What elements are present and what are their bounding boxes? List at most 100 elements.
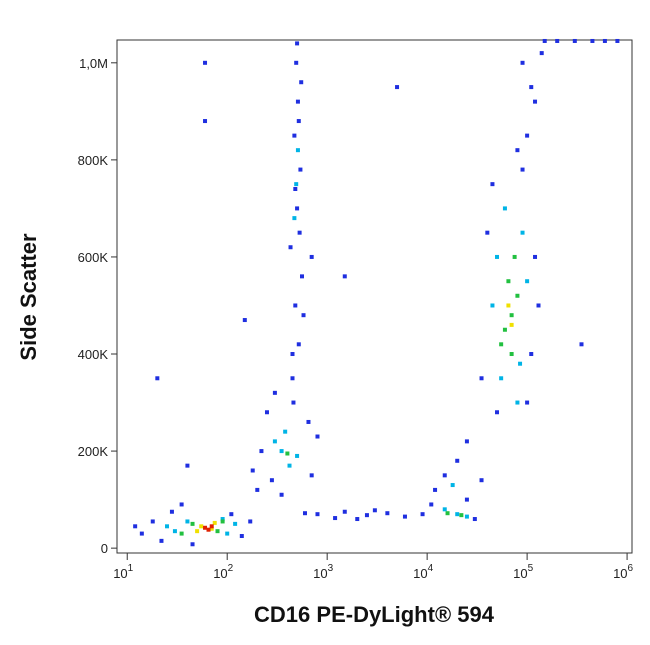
x-tick-label: 103: [313, 563, 333, 581]
point: [533, 254, 538, 259]
x-tick-label: 101: [113, 563, 133, 581]
point: [333, 516, 338, 521]
point: [291, 400, 296, 405]
point: [150, 519, 155, 524]
y-tick-label: 800K: [78, 153, 109, 168]
point: [255, 487, 260, 492]
point: [433, 487, 438, 492]
point: [464, 497, 469, 502]
point: [206, 527, 211, 532]
y-axis-title: Side Scatter: [16, 233, 41, 361]
point: [190, 521, 195, 526]
point: [301, 313, 306, 318]
y-tick-label: 200K: [78, 444, 109, 459]
point: [295, 453, 300, 458]
point: [520, 167, 525, 172]
point: [525, 400, 530, 405]
point: [295, 148, 300, 153]
point: [615, 38, 620, 43]
x-tick-base: 10: [413, 566, 427, 581]
point: [472, 517, 477, 522]
point: [515, 148, 520, 153]
point: [464, 514, 469, 519]
point: [395, 85, 400, 90]
point: [220, 519, 225, 524]
point: [239, 534, 244, 539]
point: [509, 322, 514, 327]
point: [490, 182, 495, 187]
x-tick-exponent: 2: [228, 563, 234, 574]
point: [315, 512, 320, 517]
point: [203, 60, 208, 65]
point: [172, 529, 177, 534]
point: [179, 502, 184, 507]
y-tick-label: 600K: [78, 250, 109, 265]
point: [203, 119, 208, 124]
point: [536, 303, 541, 308]
point: [287, 463, 292, 468]
point: [242, 318, 247, 323]
point: [220, 517, 225, 522]
point: [165, 524, 170, 529]
point: [299, 80, 304, 85]
point: [529, 85, 534, 90]
point: [290, 376, 295, 381]
point: [306, 419, 311, 424]
point: [506, 303, 511, 308]
x-tick-exponent: 5: [528, 563, 534, 574]
point: [199, 524, 204, 529]
point: [229, 512, 234, 517]
point: [572, 38, 577, 43]
point: [190, 542, 195, 547]
x-tick-base: 10: [313, 566, 327, 581]
point: [133, 524, 138, 529]
point: [420, 512, 425, 517]
x-tick-exponent: 3: [328, 563, 334, 574]
point: [442, 473, 447, 478]
point: [518, 361, 523, 366]
point: [502, 206, 507, 211]
point: [539, 51, 544, 56]
x-tick-base: 10: [113, 566, 127, 581]
point: [309, 254, 314, 259]
point: [155, 376, 160, 381]
point: [355, 517, 360, 522]
point: [509, 352, 514, 357]
x-axis-title: CD16 PE-DyLight® 594: [254, 602, 495, 627]
x-tick-label: 104: [413, 563, 433, 581]
point: [285, 451, 290, 456]
point: [442, 507, 447, 512]
point: [279, 492, 284, 497]
x-tick-base: 10: [513, 566, 527, 581]
point: [269, 478, 274, 483]
plot-frame: [116, 39, 633, 554]
point: [309, 473, 314, 478]
point: [512, 254, 517, 259]
y-tick-label: 0: [101, 541, 108, 556]
point: [509, 313, 514, 318]
point: [212, 520, 217, 525]
point: [159, 538, 164, 543]
point: [520, 60, 525, 65]
point: [495, 254, 500, 259]
point: [295, 41, 300, 46]
point: [185, 463, 190, 468]
point: [209, 526, 214, 531]
point: [296, 119, 301, 124]
point: [272, 439, 277, 444]
point: [298, 167, 303, 172]
x-tick-base: 10: [213, 566, 227, 581]
point: [272, 390, 277, 395]
point: [296, 342, 301, 347]
point: [495, 410, 500, 415]
x-tick-label: 102: [213, 563, 233, 581]
point: [515, 293, 520, 298]
point: [290, 352, 295, 357]
point: [342, 274, 347, 279]
point: [485, 230, 490, 235]
point: [342, 509, 347, 514]
point: [264, 410, 269, 415]
point: [529, 352, 534, 357]
x-tick-exponent: 4: [428, 563, 434, 574]
point: [542, 38, 547, 43]
